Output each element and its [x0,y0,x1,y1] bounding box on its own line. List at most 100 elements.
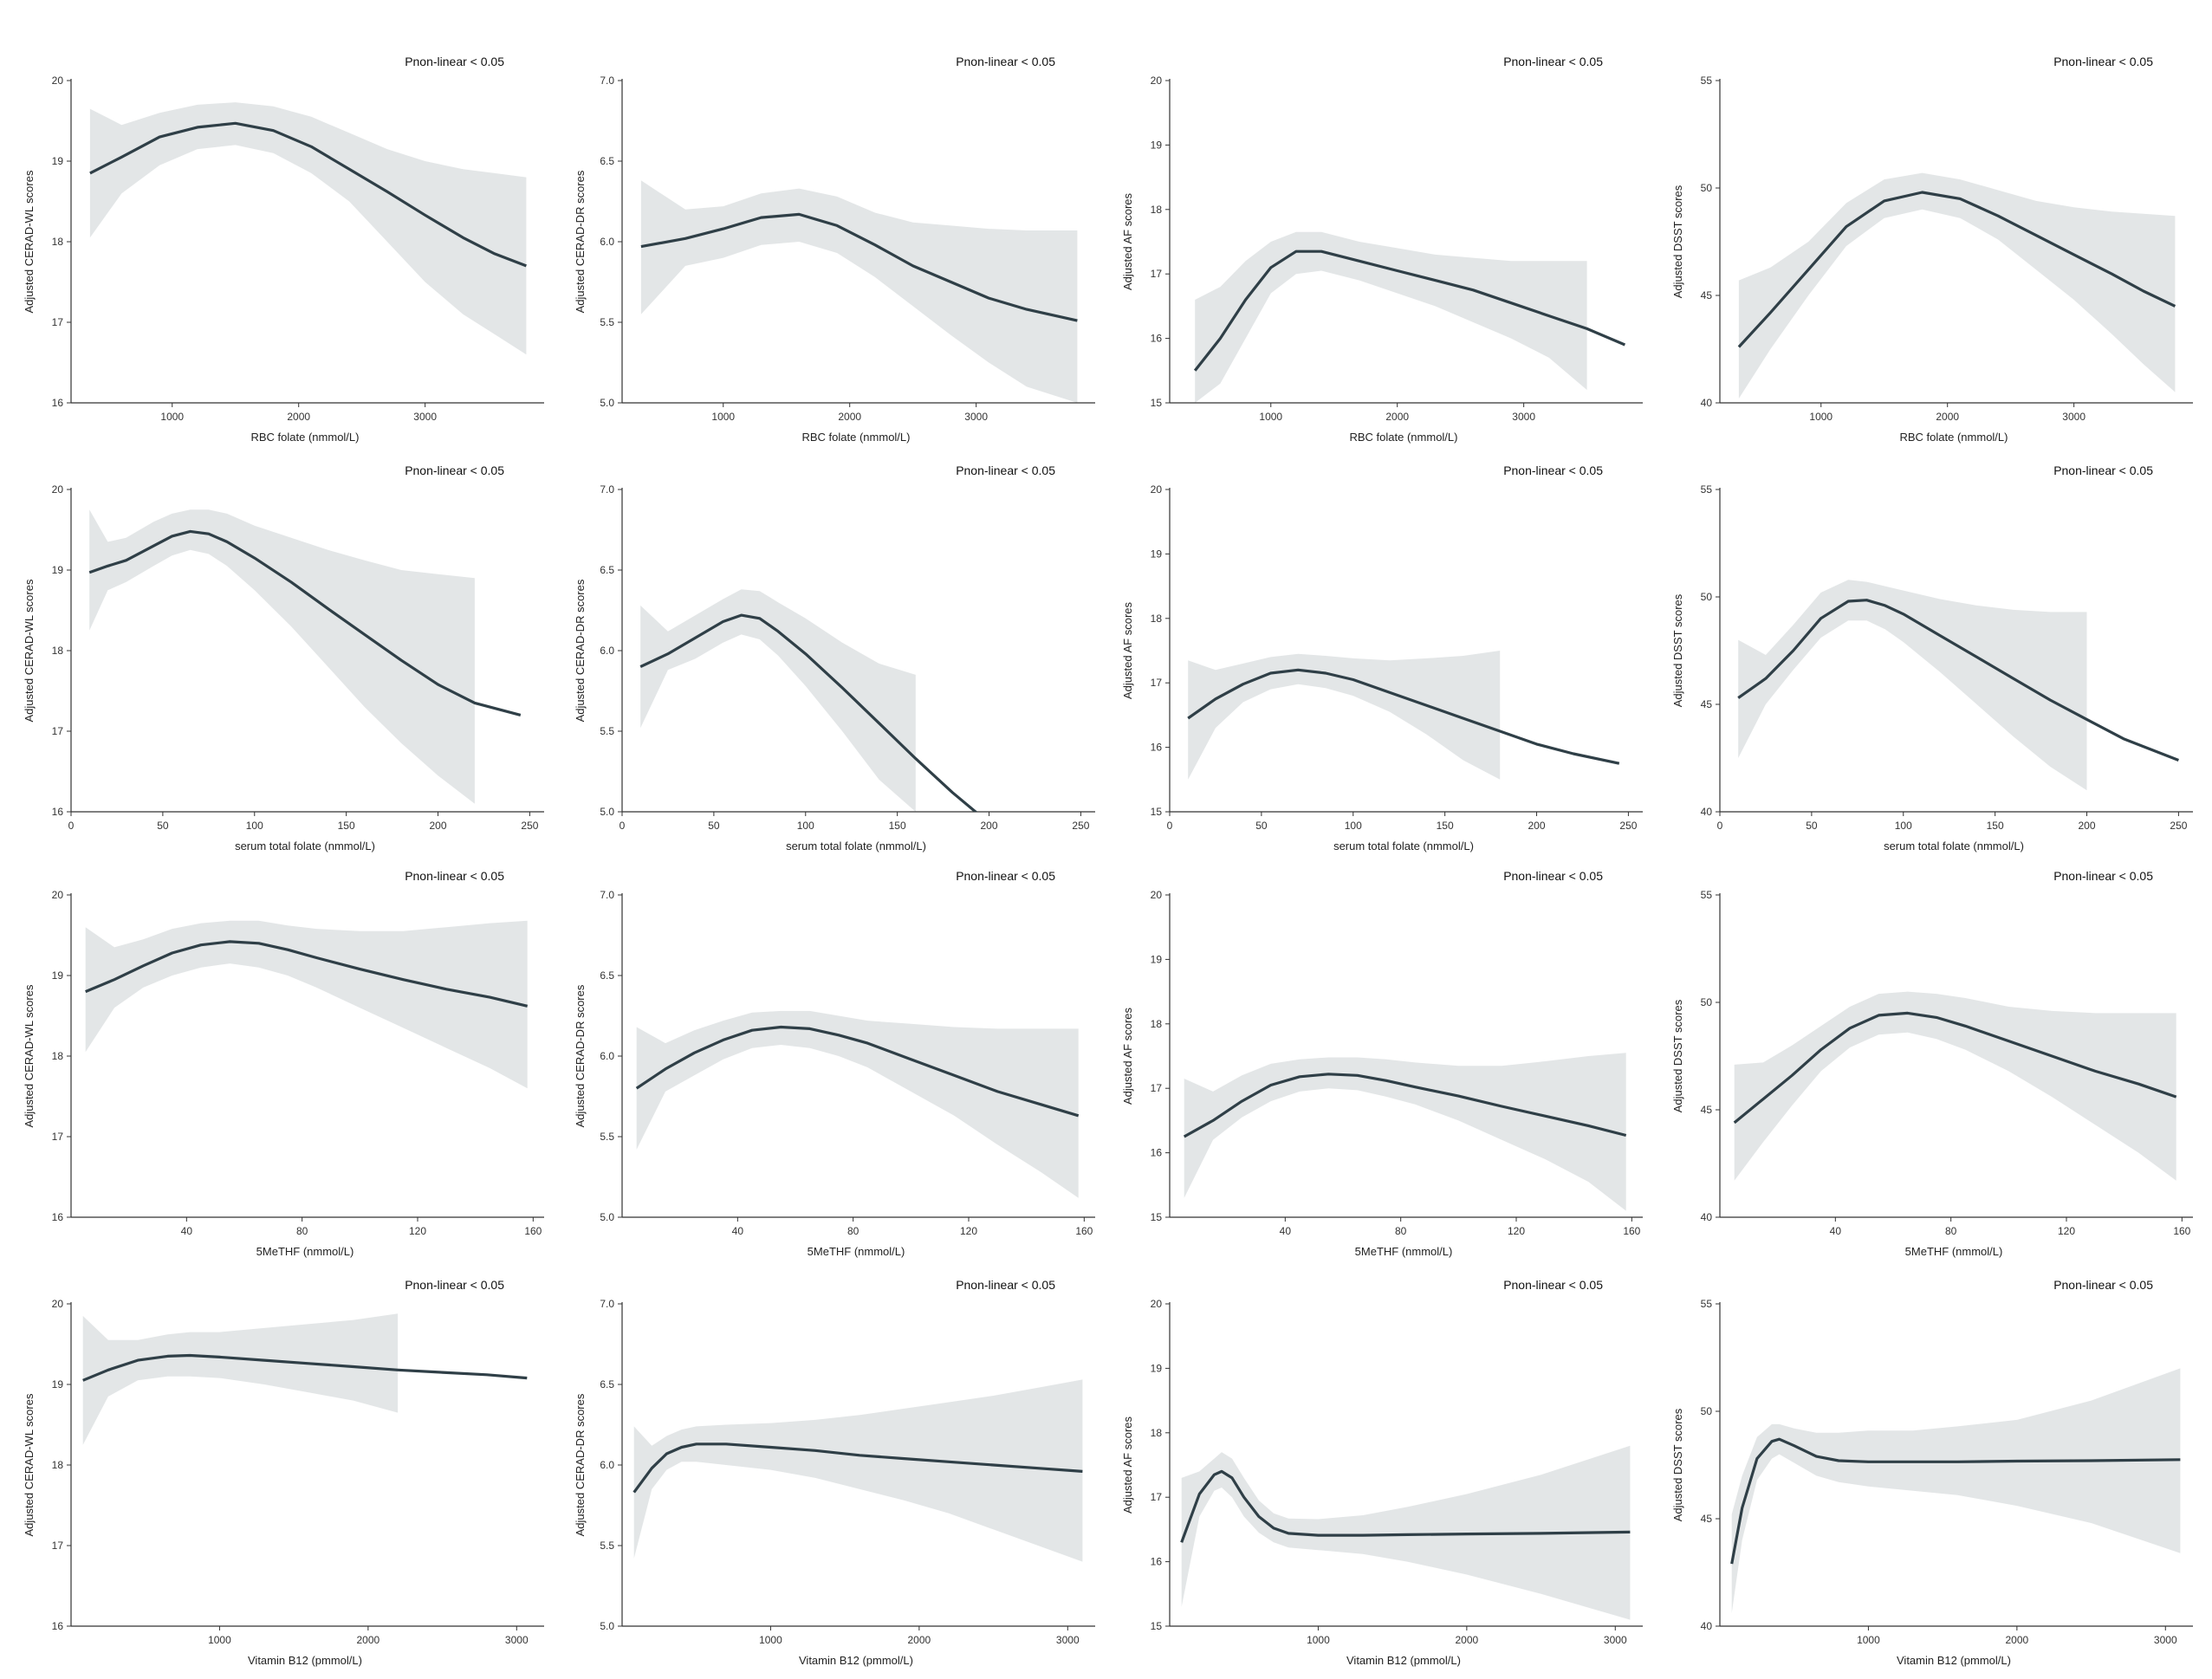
p-value-note: Pnon-linear < 0.05 [1503,1278,1603,1292]
confidence-band [89,102,527,355]
x-tick-label: 120 [960,1225,977,1237]
confidence-band [1181,1445,1631,1620]
y-tick-label: 18 [1151,204,1163,216]
x-tick-label: 50 [157,820,169,832]
confidence-band [1738,172,2176,399]
panel-6: 5.0 5.5 6.0 6.5 7.0 0 50 100 150 200 250 serum tota… [574,464,1095,852]
panel-11: 15 16 17 18 19 20 40 80 120 160 5MeTHF (nmmol/L) Ad… [1121,869,1643,1258]
fit-line [89,121,527,268]
y-tick-label: 5.0 [600,806,614,818]
y-tick-label: 7.0 [600,75,614,87]
y-tick-label: 18 [1151,613,1163,625]
x-tick-label: 200 [2079,820,2096,832]
confidence-band [640,180,1078,404]
p-value-note: Pnon-linear < 0.05 [956,55,1055,68]
panel-16: 40 45 50 55 1000 2000 3000 Vitamin B12 (pmmol/L… [1671,1278,2193,1667]
y-tick-label: 40 [1701,397,1713,409]
y-tick-label: 5.5 [600,316,614,328]
y-axis-title: Adjusted CERAD-WL scores [23,1393,36,1536]
y-tick-label: 50 [1701,996,1713,1008]
x-axis-title: Vitamin B12 (pmmol/L) [799,1654,913,1667]
x-tick-label: 2000 [2006,1634,2029,1646]
p-value-note: Pnon-linear < 0.05 [1503,464,1603,477]
x-tick-label: 200 [1528,820,1546,832]
x-tick-label: 3000 [2062,411,2086,423]
y-tick-label: 55 [1701,75,1713,87]
y-axis-title: Adjusted CERAD-DR scores [574,170,587,313]
y-tick-label: 17 [52,1540,64,1552]
fit-line [1737,599,2179,762]
x-tick-label: 250 [1072,820,1089,832]
x-tick-label: 120 [409,1225,426,1237]
x-axis-title: Vitamin B12 (pmmol/L) [1897,1654,2011,1667]
y-tick-label: 17 [1151,268,1163,280]
panel-2: 5.0 5.5 6.0 6.5 7.0 1000 2000 3000 RBC folate (n… [574,55,1095,444]
y-tick-label: 20 [1151,75,1163,87]
y-axis-title: Adjusted DSST scores [1671,1408,1684,1521]
fit-line [1730,1437,2181,1565]
y-tick-label: 17 [1151,1491,1163,1503]
y-tick-label: 7.0 [600,483,614,496]
x-tick-label: 1000 [1259,411,1282,423]
y-tick-label: 15 [1151,806,1163,818]
p-value-note: Pnon-linear < 0.05 [405,55,504,68]
y-tick-label: 18 [1151,1427,1163,1439]
x-tick-label: 1000 [1809,411,1833,423]
panel-15: 15 16 17 18 19 20 1000 2000 3000 Vitamin B12 (pmm… [1121,1278,1643,1667]
y-axis-title: Adjusted CERAD-DR scores [574,984,587,1127]
y-tick-label: 40 [1701,806,1713,818]
x-axis-title: serum total folate (nmmol/L) [235,840,375,852]
p-value-note: Pnon-linear < 0.05 [2053,464,2153,477]
x-axis-title: 5MeTHF (nmmol/L) [1355,1245,1453,1258]
y-tick-label: 15 [1151,1620,1163,1632]
y-tick-label: 17 [1151,677,1163,689]
y-tick-label: 19 [52,1378,64,1391]
x-tick-label: 40 [732,1225,744,1237]
x-tick-label: 1000 [711,411,735,423]
panel-3: 15 16 17 18 19 20 1000 2000 3000 RBC folate (nmmo… [1121,55,1643,444]
y-tick-label: 50 [1701,591,1713,603]
x-tick-label: 0 [619,820,626,832]
x-axis-title: RBC folate (nmmol/L) [1900,431,2008,444]
x-axis-title: RBC folate (nmmol/L) [1350,431,1458,444]
y-tick-label: 45 [1701,1104,1713,1116]
y-tick-label: 16 [52,1211,64,1223]
confidence-band [89,509,475,804]
x-tick-label: 1000 [1857,1634,1880,1646]
p-value-note: Pnon-linear < 0.05 [2053,869,2153,883]
panel-14: 5.0 5.5 6.0 6.5 7.0 1000 2000 3000 Vitamin B12 (… [574,1278,1095,1667]
y-tick-label: 6.5 [600,969,614,982]
x-axis-title: RBC folate (nmmol/L) [802,431,911,444]
x-tick-label: 160 [524,1225,542,1237]
x-tick-label: 120 [2058,1225,2075,1237]
x-tick-label: 100 [1345,820,1362,832]
y-tick-label: 6.0 [600,1459,614,1471]
y-tick-label: 20 [1151,1298,1163,1310]
y-tick-label: 5.5 [600,725,614,737]
y-tick-label: 17 [52,316,64,328]
y-axis-title: Adjusted AF scores [1121,1008,1134,1105]
fit-line [1733,1011,2177,1125]
confidence-band [640,589,916,812]
y-axis-title: Adjusted DSST scores [1671,999,1684,1112]
panel-8: 40 45 50 55 0 50 100 150 200 250 serum total folat… [1671,464,2193,852]
p-value-note: Pnon-linear < 0.05 [956,869,1055,883]
y-tick-label: 6.5 [600,155,614,167]
x-tick-label: 50 [708,820,720,832]
y-tick-label: 19 [1151,1362,1163,1374]
y-tick-label: 5.0 [600,1620,614,1632]
fit-line [1187,668,1620,765]
x-tick-label: 100 [1895,820,1912,832]
x-axis-title: Vitamin B12 (pmmol/L) [1346,1654,1461,1667]
y-tick-label: 55 [1701,483,1713,496]
y-tick-label: 15 [1151,1211,1163,1223]
x-axis-title: 5MeTHF (nmmol/L) [256,1245,354,1258]
panel-10: 5.0 5.5 6.0 6.5 7.0 40 80 120 160 5MeTHF (nmmol/L… [574,869,1095,1258]
panel-9: 16 17 18 19 20 40 80 120 160 5MeTHF (nmmol/L) Adju… [23,869,544,1258]
y-tick-label: 19 [52,969,64,982]
x-tick-label: 2000 [1456,1634,1479,1646]
y-tick-label: 20 [1151,483,1163,496]
y-tick-label: 5.5 [600,1131,614,1143]
y-tick-label: 20 [52,483,64,496]
